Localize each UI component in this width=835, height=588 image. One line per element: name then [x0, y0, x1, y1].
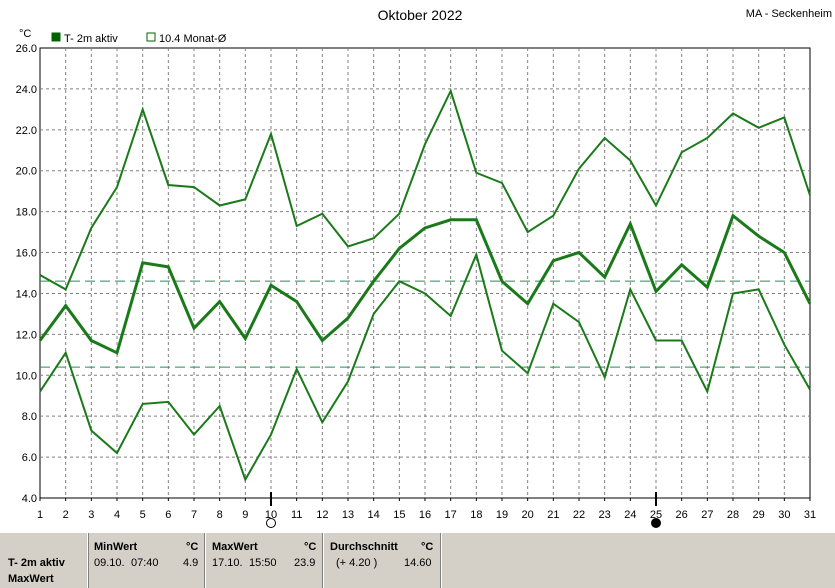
y-tick-label: 16.0 [16, 248, 37, 260]
x-tick-label: 9 [242, 509, 248, 521]
x-tick-label: 10 [265, 509, 277, 521]
x-tick-label: 29 [753, 509, 765, 521]
series-line-avg [38, 213, 812, 355]
y-tick-label: 4.0 [22, 493, 37, 505]
y-tick-labels: 4.0 6.0 8.0 10.0 12.0 14.0 16.0 18.0 20.0 22.0 24.… [16, 43, 37, 505]
chart-grid [39, 47, 811, 499]
y-tick-label: 10.0 [16, 370, 37, 382]
y-tick-label: 22.0 [16, 125, 37, 137]
y-tick-label: 6.0 [22, 452, 37, 464]
avg-diff: (+ 4.20 ) [336, 557, 378, 569]
x-tick-label: 14 [368, 509, 380, 521]
y-tick-label: 26.0 [16, 43, 37, 55]
x-tick-label: 5 [140, 509, 146, 521]
moon-phases [266, 492, 661, 528]
reference-lines [40, 280, 810, 368]
x-tick-label: 22 [573, 509, 585, 521]
stats-row-label: T- 2m aktiv [8, 557, 65, 569]
min-unit: °C [186, 541, 199, 553]
max-time: 15:50 [249, 557, 277, 569]
series-lines [38, 88, 812, 483]
y-axis-unit: °C [19, 28, 31, 40]
y-tick-label: 20.0 [16, 166, 37, 178]
x-tick-label: 7 [191, 509, 197, 521]
x-tick-label: 8 [217, 509, 223, 521]
station-name: MA - Seckenheim [746, 8, 832, 20]
legend-label-monat: 10.4 Monat-Ø [159, 33, 227, 45]
max-date: 17.10. [212, 557, 243, 569]
x-tick-label: 24 [624, 509, 636, 521]
x-tick-label: 21 [547, 509, 559, 521]
series-line-min [39, 251, 811, 483]
max-value: 23.9 [294, 557, 316, 569]
x-tick-label: 25 [650, 509, 662, 521]
legend-swatch-monat [146, 32, 156, 42]
avg-value: 14.60 [404, 557, 432, 569]
x-tick-label: 19 [496, 509, 508, 521]
new-moon-icon [651, 518, 661, 528]
x-tick-label: 31 [804, 509, 816, 521]
min-time: 07:40 [131, 557, 159, 569]
series-line-max [39, 88, 811, 291]
x-tick-label: 28 [727, 509, 739, 521]
x-tick-labels: 1 2 3 4 5 6 7 8 9 10 11 12 13 14 15 16 17 18 19 20 21 22 23 24 2… [37, 498, 816, 521]
avg-unit: °C [421, 541, 434, 553]
x-tick-label: 26 [676, 509, 688, 521]
x-tick-label: 20 [522, 509, 534, 521]
max-unit: °C [304, 541, 317, 553]
x-tick-label: 12 [316, 509, 328, 521]
x-tick-label: 6 [165, 509, 171, 521]
temperature-chart: Oktober 2022 MA - Seckenheim °C T- 2m ak… [16, 7, 832, 528]
min-date: 09.10. [94, 557, 125, 569]
x-tick-label: 13 [342, 509, 354, 521]
full-moon-icon [266, 518, 276, 528]
stats-panel: T- 2m aktiv MaxWert MinWert °C 09.10. 07… [0, 533, 835, 588]
stats-row-label-2: MaxWert [8, 573, 54, 585]
x-tick-label: 16 [419, 509, 431, 521]
y-tick-label: 24.0 [16, 84, 37, 96]
x-tick-label: 15 [393, 509, 405, 521]
min-value: 4.9 [183, 557, 199, 569]
x-tick-label: 27 [701, 509, 713, 521]
x-tick-label: 1 [37, 509, 43, 521]
min-header: MinWert [94, 541, 138, 553]
legend-swatch-aktiv [51, 32, 61, 42]
y-tick-label: 14.0 [16, 288, 37, 300]
y-tick-label: 8.0 [22, 411, 37, 423]
x-tick-label: 23 [599, 509, 611, 521]
x-tick-label: 18 [470, 509, 482, 521]
x-tick-label: 4 [114, 509, 120, 521]
x-tick-label: 30 [778, 509, 790, 521]
x-tick-label: 2 [63, 509, 69, 521]
x-tick-label: 17 [445, 509, 457, 521]
avg-header: Durchschnitt [330, 541, 398, 553]
legend-label-aktiv: T- 2m aktiv [64, 33, 118, 45]
y-tick-label: 12.0 [16, 329, 37, 341]
chart-title: Oktober 2022 [378, 7, 463, 23]
x-tick-label: 3 [88, 509, 94, 521]
x-tick-label: 11 [291, 509, 302, 521]
max-header: MaxWert [212, 541, 258, 553]
y-tick-label: 18.0 [16, 207, 37, 219]
